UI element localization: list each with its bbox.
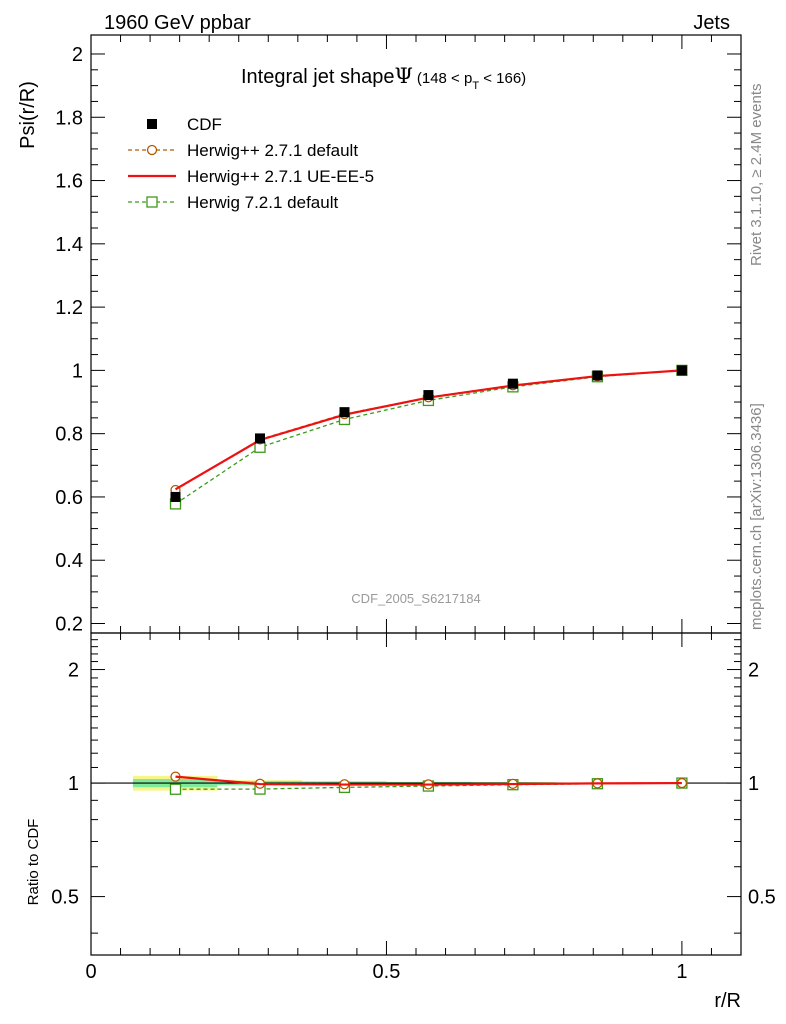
legend-label-herwig721: Herwig 7.2.1 default [187,193,338,212]
chart-title: Integral jet shapeΨ (148 < pT < 166) [241,64,526,92]
chart-title-range-post: < 166) [479,70,526,87]
main-plot: 0.2 0.4 0.6 0.8 1 1.2 1.4 1.6 1.8 2 [55,34,742,636]
legend-marker-herwigpp_default [146,144,158,156]
ratio-plot: 0.5 0.5 1 1 2 2 0 0.5 1 [51,632,776,983]
point-cdf [423,390,434,401]
y-tick-label: 1 [72,360,83,382]
y-tick-label: 0.2 [55,614,83,636]
watermark: CDF_2005_S6217184 [351,591,480,606]
chart-title-symbol: Ψ [394,64,412,88]
y-tick-label: 0.8 [55,424,83,446]
point-cdf [676,365,687,376]
legend: CDF Herwig++ 2.7.1 default Herwig++ 2.7.1 … [128,115,374,212]
point-cdf [592,370,603,381]
ratio-ylabel: Ratio to CDF [25,819,42,906]
side-label-mcplots: mcplots.cern.ch [arXiv:1306.3436] [748,403,765,630]
ratio-frame [90,632,742,956]
ratio-y-tick-label: 1 [68,773,79,795]
point-cdf [507,378,518,389]
point-cdf [339,407,350,418]
x-tick-label: 1 [676,961,687,983]
ratio-line-herwigpp_ueee5 [175,775,682,786]
legend-label-herwigpp_default: Herwig++ 2.7.1 default [187,141,358,160]
ratio-y-tick-label-right: 2 [748,660,759,682]
legend-label-herwigpp_ueee5: Herwig++ 2.7.1 UE-EE-5 [187,167,374,186]
x-tick-label: 0 [85,961,96,983]
xlabel: r/R [714,990,741,1012]
legend-label-cdf: CDF [187,115,222,134]
series-line-herwigpp_ueee5 [174,369,682,491]
legend-marker-cdf [147,119,157,129]
chart-title-range-sub: T [472,80,479,92]
y-tick-label: 1.6 [55,171,83,193]
side-label-rivet: Rivet 3.1.10, ≥ 2.4M events [748,84,765,267]
y-tick-label: 2 [72,44,83,66]
header-left: 1960 GeV ppbar [104,12,251,34]
ratio-point-herwig721 [169,783,182,795]
point-cdf [170,491,181,502]
chart-title-main: Integral jet shape [241,66,394,88]
y-tick-label: 1.2 [55,297,83,319]
y-tick-label: 0.4 [55,550,83,572]
main-ylabel: Psi(r/R) [17,81,39,149]
chart-title-range: (148 < p [417,70,472,87]
header-right: Jets [693,12,730,34]
x-tick-label: 0.5 [373,961,401,983]
ratio-y-tick-label-right: 1 [748,773,759,795]
y-tick-label: 0.6 [55,487,83,509]
ratio-y-tick-label-right: 0.5 [748,887,776,909]
ratio-y-tick-label: 0.5 [51,887,79,909]
ratio-y-tick-label: 2 [68,660,79,682]
legend-marker-herwig721 [146,196,158,208]
point-cdf [255,433,265,444]
y-tick-label: 1.4 [55,234,83,256]
y-tick-label: 1.8 [55,107,83,129]
series-line-herwigpp_default [175,369,682,491]
